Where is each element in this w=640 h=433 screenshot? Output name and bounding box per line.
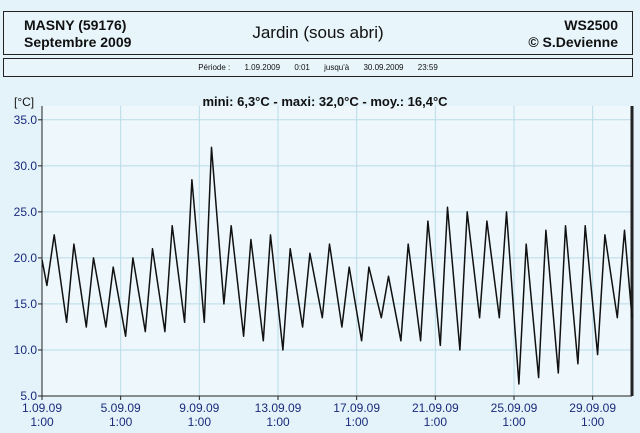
period-start-date: 1.09.2009 [244,63,281,72]
y-axis-unit: [°C] [14,95,34,109]
chart-title: Jardin (sous abri) [252,23,384,42]
x-tick-date: 9.09.09 [179,401,219,415]
series-line-temperature [41,146,633,385]
x-tick-date: 13.09.09 [255,401,302,415]
x-tick-time: 1:00 [502,415,526,429]
y-tick-label: 5.0 [20,389,37,403]
x-tick-time: 1:00 [30,415,54,429]
copyright: © S.Devienne [528,34,618,50]
y-ticks: 5.0 10.0 15.0 20.0 25.0 30.0 35.0 [14,113,42,403]
y-tick-label: 25.0 [14,205,38,219]
y-tick-label: 30.0 [14,159,38,173]
plot-area [42,106,632,396]
period-label: Période : [198,63,231,72]
y-tick-label: 35.0 [14,113,38,127]
stats-label: mini: 6,3°C - maxi: 32,0°C - moy.: 16,4°… [202,94,448,109]
y-tick-label: 20.0 [14,251,38,265]
station-name: MASNY (59176) [24,17,127,33]
x-tick-time: 1:00 [345,415,369,429]
header-box: MASNY (59176) Septembre 2009 Jardin (sou… [3,11,633,55]
x-tick-date: 29.09.09 [569,401,616,415]
x-tick-time: 1:00 [109,415,133,429]
x-tick-time: 1:00 [424,415,448,429]
x-tick-date: 5.09.09 [101,401,141,415]
period-bar: Période : 1.09.2009 0:01 jusqu'à 30.09.2… [3,58,633,77]
period-end-time: 23:59 [417,63,438,72]
x-tick-time: 1:00 [188,415,212,429]
period-end-date: 30.09.2009 [363,63,404,72]
y-tick-label: 10.0 [14,343,38,357]
period-start-time: 0:01 [294,63,310,72]
x-tick-date: 21.09.09 [412,401,459,415]
month-label: Septembre 2009 [24,34,132,50]
device-name: WS2500 [564,17,618,33]
x-tick-date: 1.09.09 [22,401,62,415]
x-tick-time: 1:00 [581,415,605,429]
x-tick-time: 1:00 [266,415,290,429]
x-ticks: 1.09.091:005.09.091:009.09.091:0013.09.0… [22,396,616,429]
y-tick-label: 15.0 [14,297,38,311]
period-until: jusqu'à [324,63,350,72]
x-tick-date: 17.09.09 [333,401,380,415]
x-tick-date: 25.09.09 [491,401,538,415]
